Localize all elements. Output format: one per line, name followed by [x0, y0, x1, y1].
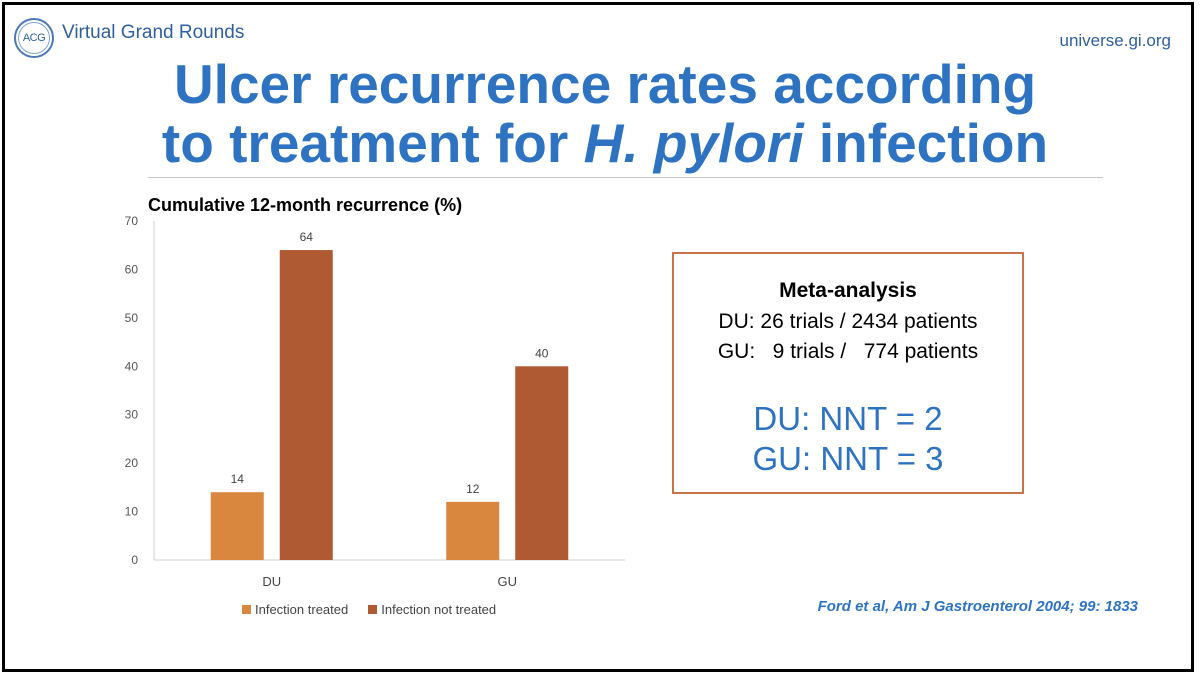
x-tick-label: DU — [262, 574, 281, 589]
y-tick-label: 70 — [125, 214, 139, 228]
bar — [210, 492, 264, 560]
legend-item-treated: Infection treated — [242, 602, 348, 617]
y-tick-label: 60 — [125, 262, 139, 276]
citation: Ford et al, Am J Gastroenterol 2004; 99:… — [817, 598, 1138, 615]
meta-gu-line: GU: 9 trials / 774 patients — [717, 340, 979, 363]
chart-y-axis-label: Cumulative 12-month recurrence (%) — [148, 195, 463, 215]
legend-swatch-not-treated — [368, 605, 378, 614]
y-tick-label: 30 — [125, 408, 139, 422]
bar — [446, 501, 500, 560]
y-tick-label: 0 — [131, 553, 138, 567]
y-tick-label: 10 — [125, 505, 139, 519]
data-label: 40 — [535, 346, 549, 360]
meta-du-line: DU: 26 trials / 2434 patients — [718, 310, 978, 333]
legend-label-not-treated: Infection not treated — [381, 602, 497, 617]
title-italic: H. pylori — [583, 112, 804, 174]
y-tick-label: 50 — [125, 311, 139, 325]
title-line-2-suffix: infection — [803, 112, 1049, 174]
bar-chart: 0 10 20 30 40 50 60 70 14 64 DU 12 40 GU — [125, 214, 625, 589]
acg-logo-text: ACG — [18, 22, 50, 54]
site-url: universe.gi.org — [1059, 31, 1171, 50]
nnt-gu: GU: NNT = 3 — [752, 440, 944, 477]
data-label: 14 — [231, 472, 245, 486]
legend-swatch-treated — [242, 605, 251, 614]
title-line-1: Ulcer recurrence rates according — [173, 53, 1037, 115]
data-label: 64 — [300, 230, 314, 244]
legend-label-treated: Infection treated — [255, 602, 349, 617]
acg-logo: ACG — [14, 18, 54, 58]
brand-name: Virtual Grand Rounds — [62, 22, 245, 43]
bar — [279, 250, 333, 561]
y-tick-label: 40 — [125, 359, 139, 373]
slide-title: Ulcer recurrence rates according to trea… — [75, 55, 1135, 173]
title-line-2-prefix: to treatment for — [161, 112, 584, 174]
chart-legend: Infection treated Infection not treated — [242, 602, 496, 617]
legend-item-not-treated: Infection not treated — [368, 602, 496, 617]
x-tick-label: GU — [498, 574, 518, 589]
data-label: 12 — [466, 482, 480, 496]
meta-analysis-heading: Meta-analysis — [779, 279, 917, 302]
nnt-du: DU: NNT = 2 — [753, 400, 943, 437]
meta-analysis-box: Meta-analysis DU: 26 trials / 2434 patie… — [672, 252, 1024, 494]
title-divider — [148, 177, 1103, 178]
bar — [515, 366, 569, 560]
y-tick-label: 20 — [125, 456, 139, 470]
title-line-2: to treatment for H. pylori infection — [75, 114, 1135, 173]
